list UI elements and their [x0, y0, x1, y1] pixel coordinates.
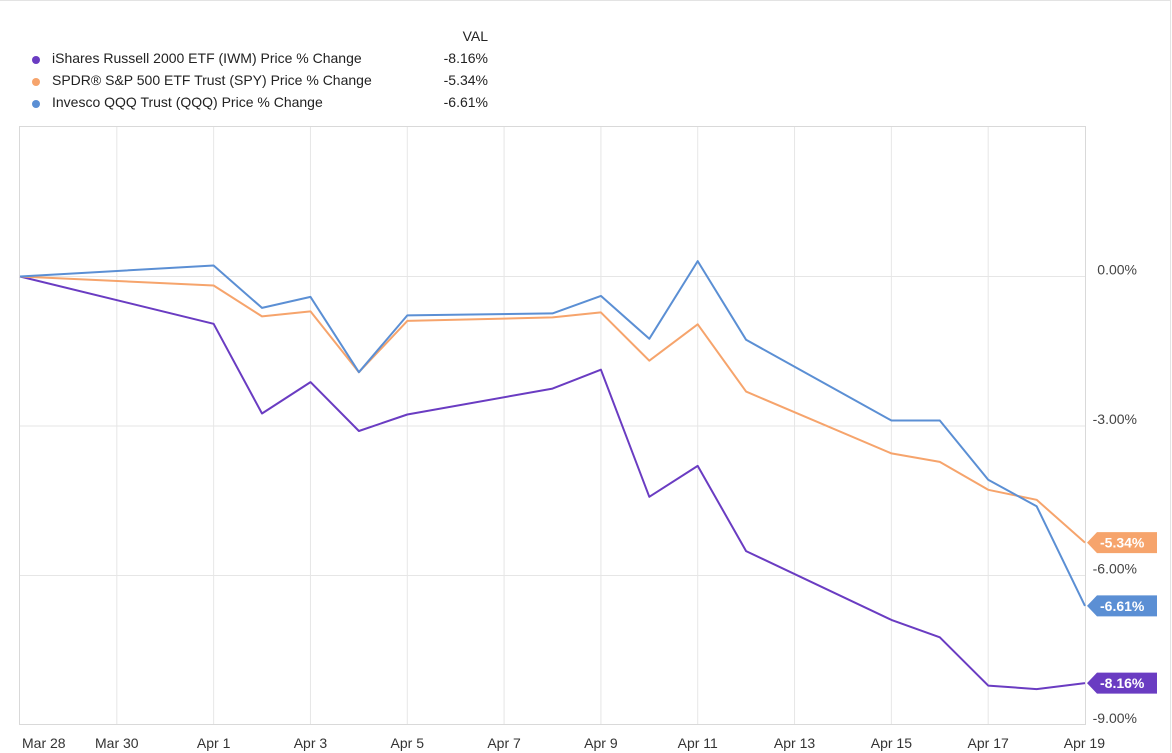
legend-marker-spy [32, 78, 40, 86]
y-tick-label: -9.00% [1093, 710, 1137, 726]
series-line-qqq[interactable] [19, 260, 1086, 607]
x-tick-label: Apr 3 [294, 735, 328, 751]
end-label-tag-iwm [1087, 672, 1157, 694]
end-label-spy: -5.34% [1100, 535, 1145, 551]
legend-marker-iwm [32, 56, 40, 64]
x-axis: Mar 28 Mar 30 Apr 1 Apr 3 Apr 5 Apr 7 Apr 9 Apr… [22, 735, 1105, 751]
y-tick-label: 0.00% [1097, 262, 1137, 278]
x-tick-label: Apr 17 [968, 735, 1009, 751]
legend-value-header: VAL [462, 28, 488, 44]
legend-value-iwm: -8.16% [443, 50, 488, 66]
x-tick-label: Apr 5 [391, 735, 425, 751]
end-label-tag-spy [1087, 532, 1157, 554]
series-line-spy[interactable] [19, 275, 1086, 544]
y-tick-label: -3.00% [1093, 411, 1137, 427]
end-value-labels: -8.16% -5.34% -6.61% [1087, 532, 1157, 694]
x-tick-label: Apr 11 [678, 735, 718, 751]
legend-value-qqq: -6.61% [443, 94, 488, 110]
plot-area-border [19, 126, 1086, 725]
end-label-qqq: -6.61% [1100, 598, 1145, 614]
x-tick-label: Apr 7 [487, 735, 521, 751]
legend-marker-qqq [32, 100, 40, 108]
x-tick-label: Apr 1 [197, 735, 231, 751]
end-label-tag-qqq [1087, 595, 1157, 617]
series-lines [19, 260, 1086, 691]
y-tick-label: -6.00% [1093, 561, 1137, 577]
x-tick-label: Apr 19 [1064, 735, 1105, 751]
legend-value-spy: -5.34% [443, 72, 488, 88]
x-tick-label: Apr 15 [871, 735, 912, 751]
y-axis: 0.00% -3.00% -6.00% -9.00% [1093, 262, 1137, 727]
x-tick-label: Mar 30 [95, 735, 139, 751]
x-tick-label: Mar 28 [22, 735, 66, 751]
x-tick-label: Apr 13 [774, 735, 815, 751]
x-tick-label: Apr 9 [584, 735, 618, 751]
legend-label-iwm: iShares Russell 2000 ETF (IWM) Price % C… [52, 50, 362, 66]
grid-lines [20, 127, 1085, 725]
end-label-iwm: -8.16% [1100, 675, 1145, 691]
series-line-iwm[interactable] [19, 275, 1086, 691]
legend-label-qqq: Invesco QQQ Trust (QQQ) Price % Change [52, 94, 323, 110]
legend-label-spy: SPDR® S&P 500 ETF Trust (SPY) Price % Ch… [52, 72, 372, 88]
